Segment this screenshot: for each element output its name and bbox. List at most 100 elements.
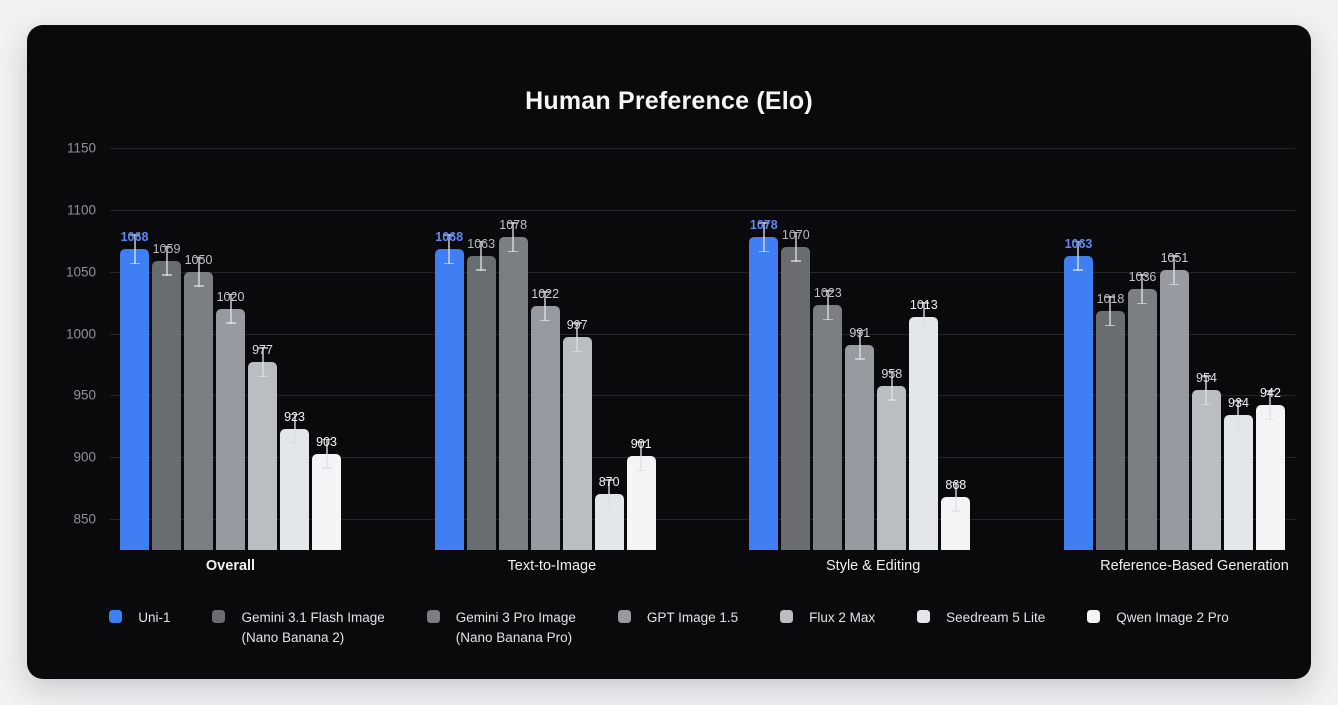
y-axis-tick-label: 900 [73,449,96,465]
y-axis-tick-label: 1100 [66,202,96,218]
legend-label: Gemini 3 Pro Image (Nano Banana Pro) [455,610,576,645]
error-bar [758,222,769,253]
legend-swatch [109,610,123,623]
bar-value-label: 934 [1228,396,1249,411]
bar: 1023 [813,286,843,550]
bar: 1013 [909,298,939,550]
bar-value-label: 1018 [1096,292,1125,307]
bar: 954 [1191,371,1221,550]
bar-value-label: 1078 [749,218,778,233]
error-bar [444,234,455,265]
error-bar [886,370,897,401]
bar-value-label: 997 [566,318,588,333]
error-bar [950,481,961,512]
error-bar [822,290,833,321]
error-bar [790,231,801,262]
legend-swatch [617,610,631,623]
error-bar [161,245,172,276]
bar: 903 [312,435,341,550]
bar: 1018 [1095,292,1125,550]
legend-swatch [426,610,440,623]
error-bar [1233,400,1244,431]
legend: Uni-1 Gemini 3.1 Flash Image (Nano Banana… [27,608,1311,647]
bar-value-label: 1013 [909,298,938,313]
bar-value-label: 954 [1196,371,1217,386]
error-bar [1265,390,1276,421]
bar-value-label: 870 [598,475,620,490]
legend-label: GPT Image 1.5 [646,610,739,625]
bar: 868 [941,478,971,550]
bar-value-label: 1068 [435,230,464,245]
legend-item: Seedream 5 Lite [917,608,1045,628]
bar: 1022 [530,287,560,550]
bar: 1068 [120,230,149,550]
bar: 1063 [1063,237,1093,550]
gridline [110,148,1295,149]
bar-value-label: 901 [630,437,652,451]
bar-value-label: 1023 [813,286,842,301]
bar: 942 [1255,386,1285,550]
gridline [110,271,1295,273]
bar: 1051 [1159,251,1189,550]
bar-value-label: 1020 [216,289,245,304]
gridline [110,395,1295,397]
legend-item: Flux 2 Max [780,608,875,628]
bar: 1020 [216,290,245,550]
bar: 1078 [498,218,528,550]
legend-item: Uni-1 [109,608,170,628]
bar: 997 [562,318,592,550]
error-bar [129,234,140,265]
bar-value-label: 977 [252,343,273,357]
gridline [110,209,1295,211]
error-bar [508,222,519,253]
error-bar [257,347,268,377]
error-bar [636,441,647,471]
category-label: Overall [205,558,256,574]
bar: 1036 [1127,270,1157,550]
legend-item: Gemini 3.1 Flash Image (Nano Banana 2) [212,608,385,647]
bar-value-label: 1059 [152,241,181,256]
error-bar [1201,375,1212,406]
error-bar [918,302,929,333]
gridline [110,519,1295,521]
bar-value-label: 958 [881,366,903,381]
bar: 1068 [434,230,464,550]
error-bar [854,329,865,360]
plot-area: 850 900 950 1000 1050 1100 1150 1068 1059 1050 10… [66,141,1295,550]
error-bar [193,256,204,287]
chart-title: Human Preference (Elo) [525,87,813,115]
y-axis-tick-label: 1000 [65,326,96,342]
bar-value-label: 923 [284,409,305,424]
bar: 923 [280,410,309,550]
bar: 991 [845,326,875,550]
legend-label: Gemini 3.1 Flash Image (Nano Banana 2) [241,610,385,645]
bar-group: 1068 1063 1078 1022 997 870 901 [434,148,656,550]
bar: 901 [626,437,656,550]
category-axis: Overall Text-to-Image Style & Editing Refer… [110,558,1315,574]
legend-swatch [1087,610,1101,623]
y-axis-tick-label: 1050 [65,264,96,280]
error-bar [1105,296,1116,327]
bar-groups: 1068 1059 1050 1020 977 923 903 1068 1063 1078 102… [110,148,1295,550]
bar: 1050 [184,253,213,550]
legend-item: GPT Image 1.5 [617,608,739,628]
bar-value-label: 1070 [781,227,810,242]
bar-value-label: 903 [316,434,337,449]
y-axis-tick-label: 850 [73,511,96,527]
category-label: Text-to-Image [507,558,597,574]
bar-value-label: 1078 [499,218,528,233]
error-bar [572,322,583,353]
bar-value-label: 1068 [120,230,149,245]
bar-value-label: 1050 [184,252,213,267]
category-label: Style & Editing [826,558,921,574]
legend-swatch [780,610,794,623]
legend-swatch [917,610,931,623]
bar-value-label: 991 [849,325,871,340]
bar-value-label: 1063 [467,236,496,251]
bar: 958 [877,367,907,550]
error-bar [321,438,332,469]
legend-label: Uni-1 [138,610,171,625]
legend-label: Seedream 5 Lite [946,610,1046,625]
bar: 1063 [466,237,496,550]
error-bar [1137,274,1148,305]
